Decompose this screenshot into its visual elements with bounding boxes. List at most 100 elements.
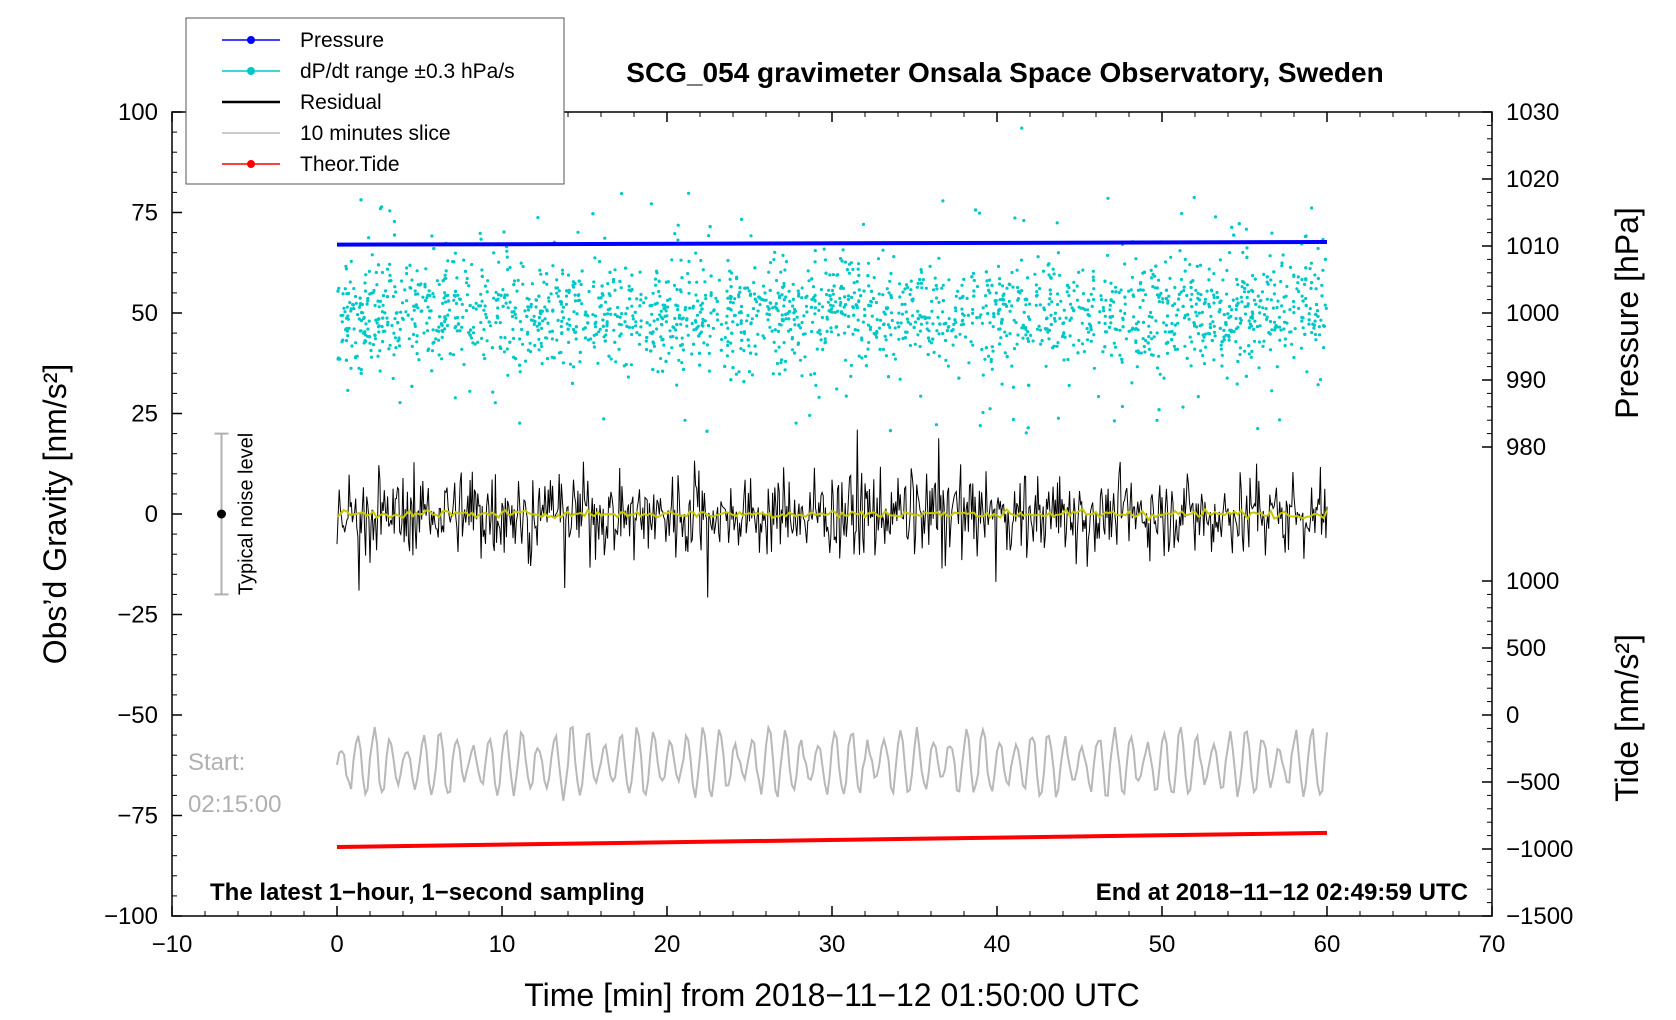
dpdt-point — [1157, 354, 1161, 358]
dpdt-point — [490, 346, 494, 350]
dpdt-point — [1291, 299, 1296, 304]
dpdt-point — [444, 317, 448, 321]
dpdt-point — [1264, 307, 1268, 311]
dpdt-point — [1187, 317, 1191, 321]
dpdt-point — [1108, 315, 1112, 319]
dpdt-point — [908, 292, 912, 297]
dpdt-point — [1080, 342, 1085, 346]
dpdt-point — [881, 347, 886, 351]
dpdt-point — [1108, 303, 1112, 307]
dpdt-point — [559, 324, 563, 329]
dpdt-point — [1131, 293, 1135, 297]
noise-bar-center — [217, 509, 226, 519]
dpdt-point — [977, 211, 982, 215]
dpdt-point — [465, 276, 469, 281]
dpdt-point — [739, 330, 743, 334]
dpdt-point — [1119, 309, 1123, 313]
dpdt-point — [954, 294, 958, 298]
dpdt-point — [385, 267, 390, 271]
dpdt-point — [336, 356, 340, 360]
dpdt-point — [717, 278, 722, 282]
dpdt-point — [1260, 290, 1265, 294]
dpdt-point — [542, 280, 546, 284]
dpdt-point — [411, 332, 416, 337]
dpdt-point — [549, 292, 553, 296]
dpdt-point — [1092, 333, 1096, 337]
dpdt-point — [408, 263, 412, 267]
dpdt-point — [777, 372, 782, 376]
dpdt-point — [804, 304, 809, 308]
dpdt-point — [901, 290, 905, 294]
dpdt-point — [680, 361, 684, 365]
dpdt-point — [755, 300, 759, 304]
dpdt-point — [992, 312, 996, 316]
dpdt-point — [885, 287, 889, 291]
dpdt-point — [1016, 298, 1020, 302]
dpdt-point — [1109, 298, 1113, 302]
dpdt-point — [592, 345, 597, 349]
dpdt-point — [919, 394, 923, 398]
dpdt-point — [1112, 300, 1116, 304]
dpdt-point — [409, 286, 413, 290]
dpdt-point — [366, 296, 370, 301]
dpdt-point — [1045, 316, 1049, 320]
legend-label: Theor.Tide — [300, 153, 400, 176]
dpdt-point — [869, 300, 874, 304]
dpdt-point — [578, 350, 582, 354]
residual-line — [336, 429, 1328, 598]
dpdt-point — [772, 258, 776, 262]
dpdt-point — [851, 305, 855, 309]
dpdt-point — [482, 353, 486, 357]
dpdt-point — [711, 326, 716, 330]
dpdt-point — [738, 286, 742, 290]
dpdt-point — [742, 380, 746, 384]
dpdt-point — [400, 279, 404, 283]
dpdt-point — [664, 320, 669, 324]
dpdt-point — [876, 257, 881, 261]
dpdt-point — [564, 294, 569, 298]
dpdt-point — [494, 321, 498, 325]
dpdt-point — [577, 293, 581, 297]
dpdt-point — [838, 303, 842, 307]
dpdt-point — [900, 302, 904, 306]
dpdt-point — [731, 366, 735, 370]
dpdt-point — [739, 347, 743, 351]
dpdt-point — [1196, 291, 1200, 295]
dpdt-point — [677, 316, 681, 320]
dpdt-point — [953, 318, 957, 322]
dpdt-point — [1182, 285, 1186, 289]
dpdt-point — [573, 330, 577, 334]
pressure-tick-label: 980 — [1506, 434, 1546, 461]
dpdt-point — [700, 307, 704, 311]
dpdt-point — [886, 323, 891, 327]
dpdt-point — [703, 280, 707, 284]
dpdt-point — [514, 316, 518, 320]
dpdt-point — [828, 294, 832, 298]
dpdt-point — [533, 343, 537, 348]
dpdt-point — [370, 291, 374, 295]
dpdt-point — [1282, 310, 1286, 314]
dpdt-point — [1212, 293, 1216, 297]
dpdt-point — [1108, 308, 1112, 312]
dpdt-point — [1192, 321, 1196, 325]
dpdt-point — [609, 357, 613, 361]
dpdt-point — [572, 327, 576, 332]
dpdt-point — [1034, 283, 1038, 287]
dpdt-point — [614, 360, 618, 364]
dpdt-point — [1016, 333, 1020, 337]
dpdt-point — [470, 262, 474, 267]
dpdt-point — [954, 309, 958, 313]
dpdt-point — [821, 305, 825, 309]
dpdt-point — [561, 272, 565, 276]
dpdt-point — [462, 362, 466, 367]
dpdt-point — [1087, 299, 1091, 303]
dpdt-point — [790, 348, 795, 352]
dpdt-point — [857, 299, 861, 303]
dpdt-point — [415, 269, 419, 273]
dpdt-point — [967, 361, 971, 365]
dpdt-point — [545, 357, 550, 361]
dpdt-point — [1173, 323, 1177, 327]
dpdt-point — [1134, 257, 1138, 261]
dpdt-point — [601, 324, 606, 328]
dpdt-point — [534, 298, 538, 302]
